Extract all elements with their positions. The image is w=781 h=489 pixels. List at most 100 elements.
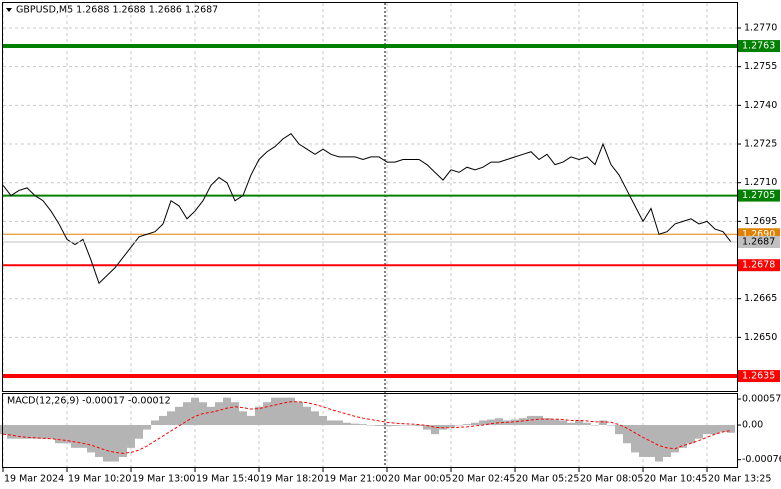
macd-bar xyxy=(183,402,191,426)
x-tick-label: 20 Mar 02:45 xyxy=(452,474,515,485)
macd-bar xyxy=(231,402,239,426)
y-tick-label: 1.2755 xyxy=(744,61,777,72)
level-label-bg xyxy=(738,370,780,383)
macd-bar xyxy=(295,402,303,426)
macd-bar xyxy=(455,425,463,426)
macd-bar xyxy=(383,425,391,427)
signal-line xyxy=(2,401,732,454)
macd-bar xyxy=(215,402,223,426)
macd-bar xyxy=(335,420,343,426)
y-tick-label: 1.2650 xyxy=(744,332,777,343)
macd-bar xyxy=(391,425,399,426)
macd-bar xyxy=(47,425,55,439)
macd-bar xyxy=(207,406,215,426)
macd-bar xyxy=(87,425,95,453)
y-tick-label: 1.2770 xyxy=(744,23,777,34)
level-label-bg xyxy=(738,189,780,202)
macd-bar xyxy=(511,419,519,426)
macd-bar xyxy=(63,425,71,444)
macd-bar xyxy=(655,425,663,462)
macd-bar xyxy=(551,419,559,426)
macd-bar xyxy=(119,425,127,457)
y-tick-label: 0.00057 xyxy=(742,394,781,405)
macd-bar xyxy=(159,415,167,426)
macd-bar xyxy=(247,415,255,426)
macd-bar xyxy=(319,415,327,426)
menu-arrow xyxy=(6,8,12,12)
macd-bar xyxy=(271,397,279,426)
macd-bar xyxy=(263,402,271,426)
macd-bar xyxy=(599,420,607,426)
macd-bar xyxy=(287,397,295,426)
macd-bar xyxy=(447,425,455,428)
macd-bar xyxy=(463,424,471,426)
macd-frame xyxy=(2,393,738,468)
macd-bar xyxy=(647,425,655,457)
macd-bar xyxy=(631,425,639,453)
macd-bar xyxy=(623,425,631,444)
macd-bar xyxy=(71,425,79,448)
macd-bar xyxy=(343,422,351,426)
macd-bar xyxy=(95,425,103,457)
chart-title: GBPUSD,M5 1.2688 1.2688 1.2686 1.2687 xyxy=(16,5,218,16)
y-tick-label: 0.00 xyxy=(742,420,763,431)
x-tick-label: 19 Mar 2024 xyxy=(4,474,64,485)
level-label-bg xyxy=(738,40,780,53)
macd-bar xyxy=(535,415,543,426)
y-tick-label: 1.2665 xyxy=(744,293,777,304)
macd-bar xyxy=(167,411,175,426)
macd-bar xyxy=(727,425,735,433)
macd-bar xyxy=(703,425,711,435)
macd-bar xyxy=(591,425,599,426)
macd-bar xyxy=(687,425,695,444)
x-tick-label: 19 Mar 21:00 xyxy=(324,474,387,485)
macd-bar xyxy=(55,425,63,444)
level-label-bg xyxy=(738,259,780,272)
level-label: 1.2690 xyxy=(742,229,775,240)
macd-bar xyxy=(103,425,111,462)
macd-bar xyxy=(543,418,551,426)
macd-title: MACD(12,26,9) -0.00017 -0.00012 xyxy=(7,396,171,407)
macd-bar xyxy=(327,420,335,426)
x-tick-label: 19 Mar 15:40 xyxy=(196,474,259,485)
macd-bar xyxy=(15,425,23,439)
macd-bar xyxy=(607,425,615,426)
level-label: 1.2635 xyxy=(742,371,775,382)
macd-bar xyxy=(359,424,367,426)
macd-bar xyxy=(303,406,311,426)
macd-bar xyxy=(399,425,407,426)
macd-bar xyxy=(695,425,703,439)
x-tick-label: 20 Mar 08:05 xyxy=(580,474,643,485)
x-tick-label: 19 Mar 13:00 xyxy=(132,474,195,485)
macd-bar xyxy=(7,425,15,439)
data-layer xyxy=(0,44,737,462)
macd-bar xyxy=(407,425,415,426)
macd-bar xyxy=(375,425,383,426)
y-tick-label: 1.2725 xyxy=(744,139,777,150)
macd-bar xyxy=(111,425,119,462)
macd-bar xyxy=(479,420,487,426)
macd-bar xyxy=(143,425,151,430)
macd-bar xyxy=(415,425,423,426)
macd-bar xyxy=(719,425,727,432)
macd-bar xyxy=(487,419,495,426)
macd-bar xyxy=(559,420,567,426)
macd-bar xyxy=(575,420,583,426)
y-tick-label: 1.2710 xyxy=(744,177,777,188)
macd-bar xyxy=(519,418,527,426)
macd-bar xyxy=(151,420,159,426)
macd-bar xyxy=(79,425,87,448)
macd-bar xyxy=(711,425,719,435)
macd-bar xyxy=(679,425,687,448)
macd-bar xyxy=(671,425,679,453)
x-tick-label: 20 Mar 13:25 xyxy=(708,474,771,485)
current-price-label: 1.2687 xyxy=(742,236,775,247)
x-tick-label: 19 Mar 10:20 xyxy=(68,474,131,485)
macd-bar xyxy=(239,411,247,426)
macd-bar xyxy=(135,425,143,439)
macd-bar xyxy=(255,406,263,426)
macd-bar xyxy=(431,425,439,435)
level-label: 1.2705 xyxy=(742,190,775,201)
